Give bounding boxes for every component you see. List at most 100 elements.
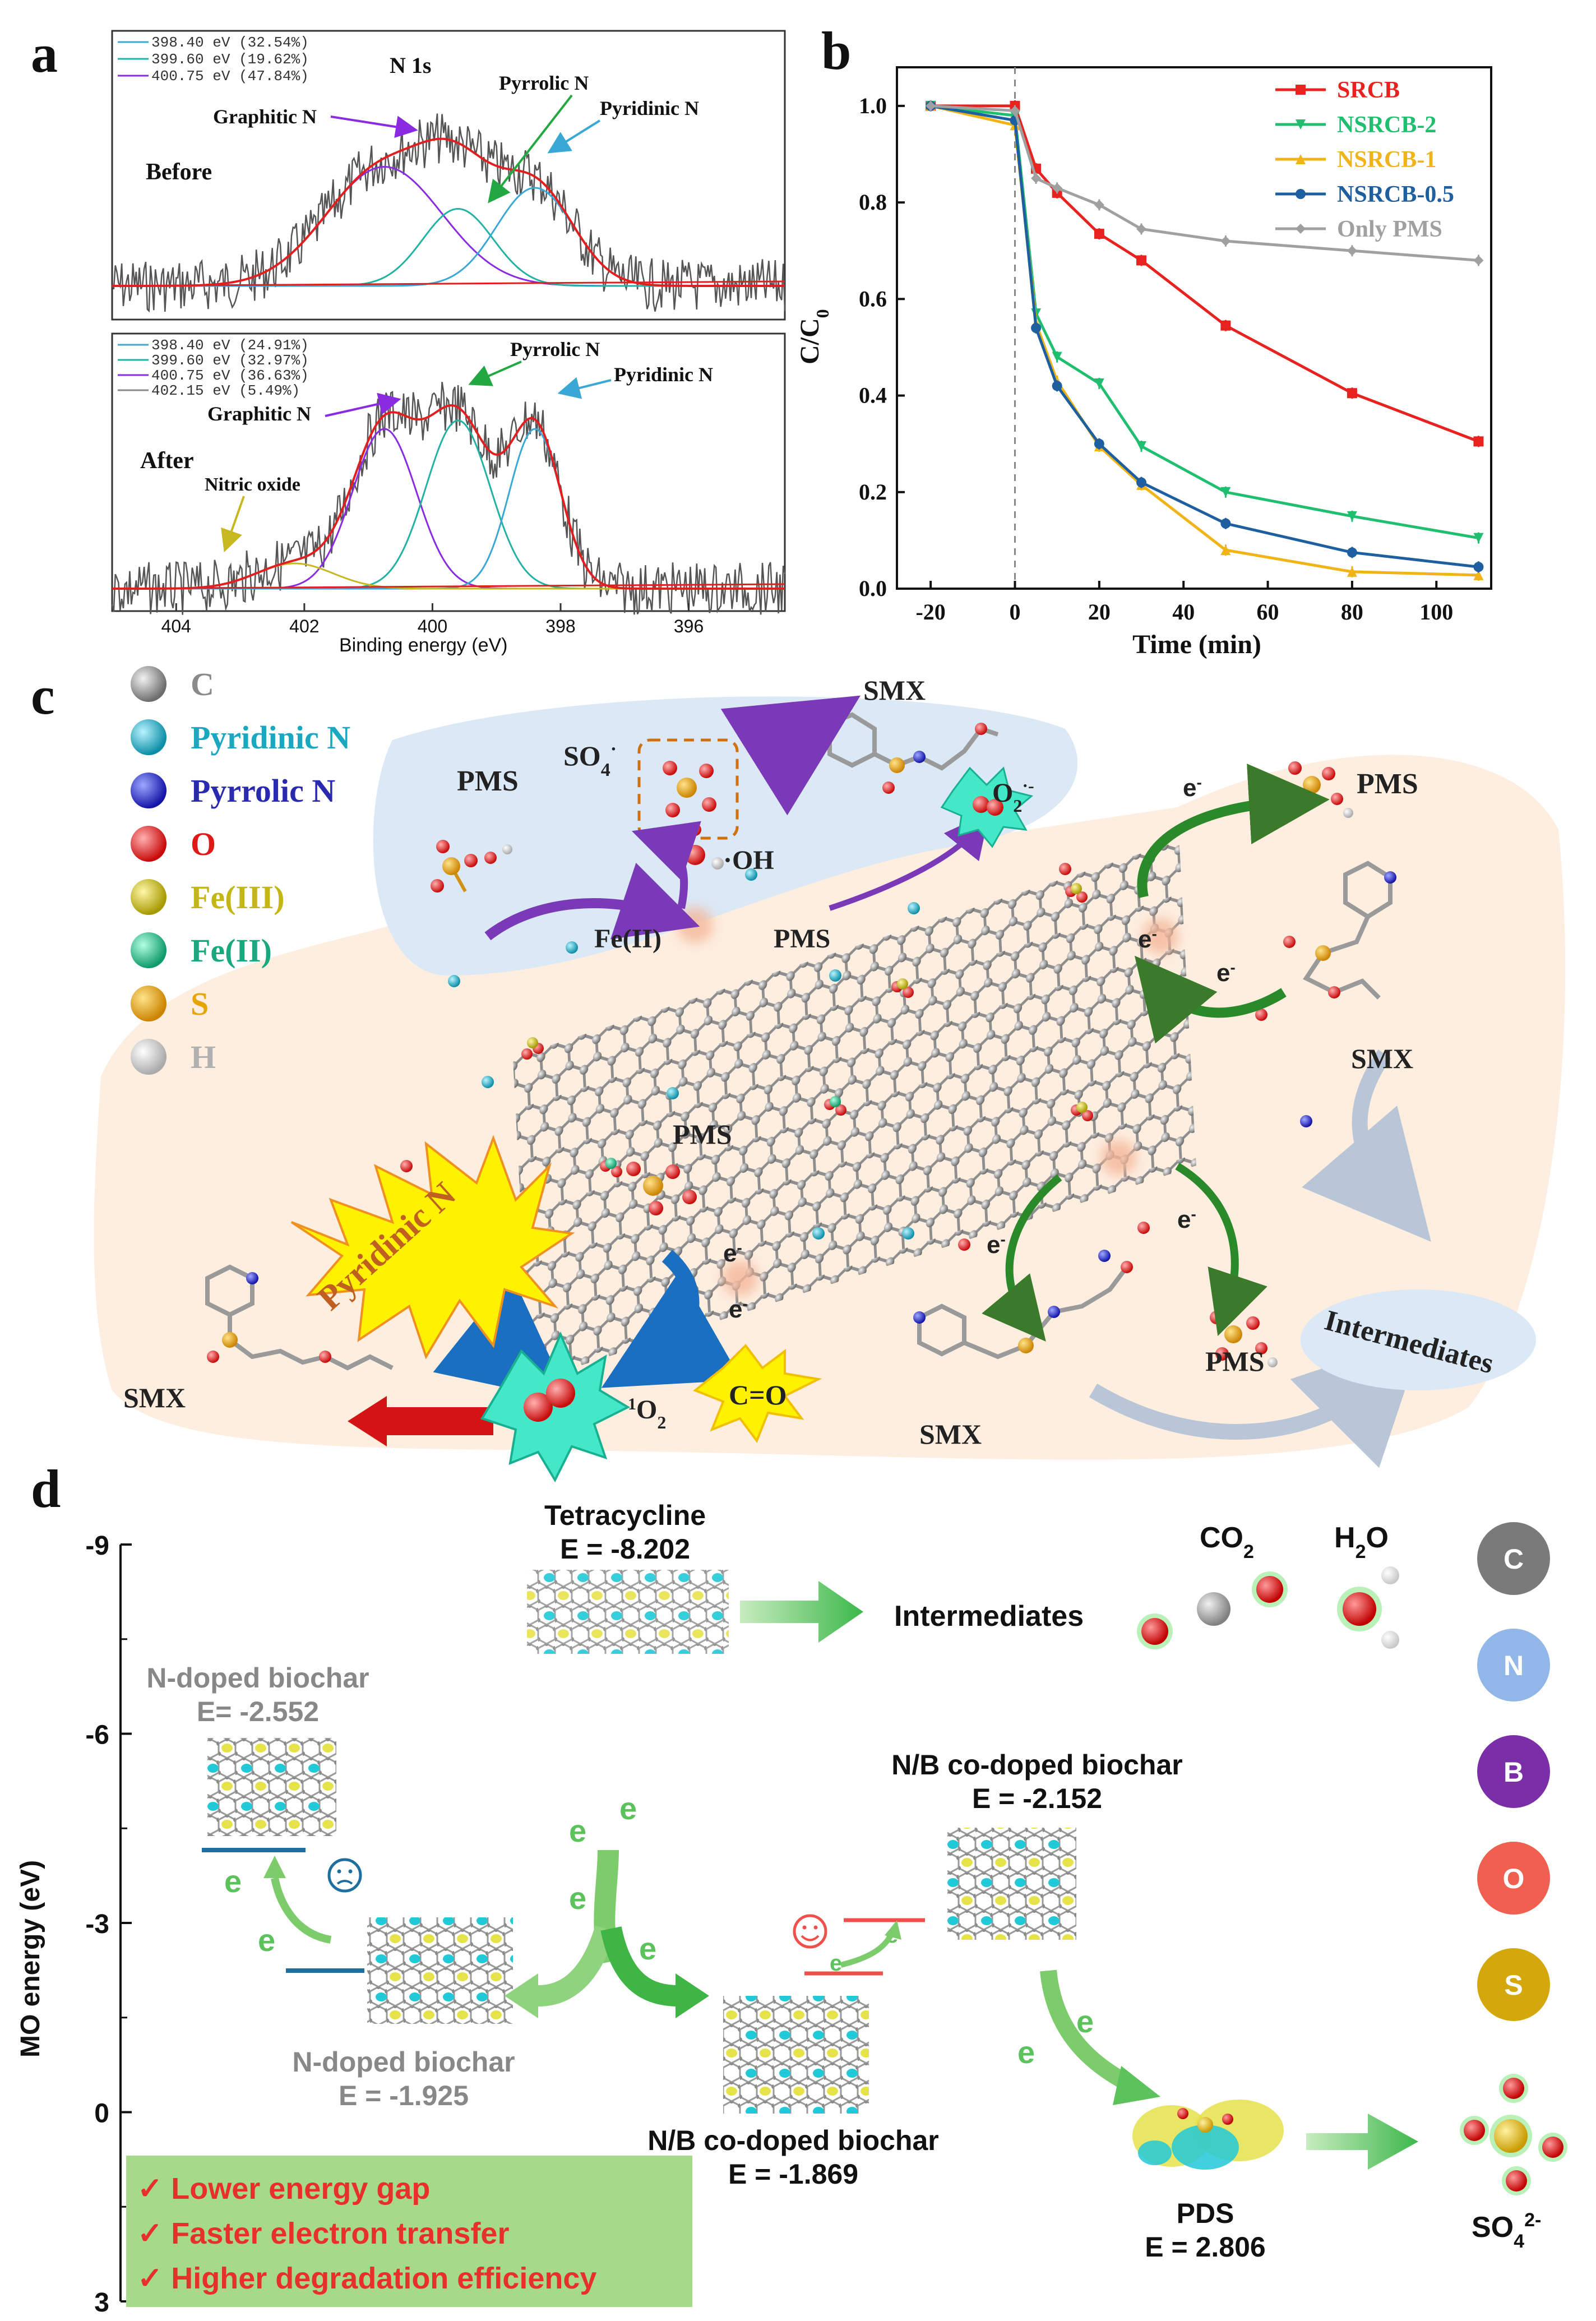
degradation-axes: -20 0 20 40 60 80 100 0.0 0.2 0.4 0.6 0.8 1.0 <box>859 66 1492 625</box>
x-tick-label: 60 <box>1257 599 1279 625</box>
legend-atom-label: Pyridinic N <box>191 719 350 756</box>
nb-doped-bottom-orbital <box>723 1996 869 2114</box>
xps-before-frame <box>111 30 786 321</box>
y-tick-label: 3 <box>94 2288 109 2318</box>
benefit-item: ✓ Lower energy gap <box>137 2172 430 2206</box>
element-label: S <box>1504 1969 1523 2001</box>
so4-label-d: SO42- <box>1472 2209 1541 2252</box>
smx-label-bottom: SMX <box>919 1418 982 1450</box>
electron-label: e <box>830 1951 842 1976</box>
xps-x-label: Binding energy (eV) <box>339 635 508 656</box>
electron-label: e <box>258 1922 275 1958</box>
o2-generation-arrow <box>829 812 990 911</box>
pds-orbital-image <box>1132 2100 1284 2170</box>
element-label: B <box>1504 1756 1524 1788</box>
mo-energy-diagram: -9 -6 -3 0 3 MO energy (eV) Tetracycline E =… <box>16 1500 1567 2318</box>
envelope-fit <box>112 137 785 287</box>
legend-item: 399.60 eV (19.62%) <box>151 51 309 68</box>
legend-atom-label: Fe(II) <box>191 932 272 969</box>
so4-attack-arrow <box>720 695 861 816</box>
h2o-label: H2O <box>1334 1522 1389 1562</box>
data-point <box>1220 518 1231 529</box>
pds-name: PDS <box>1177 2198 1234 2229</box>
pms-label-right: PMS <box>1357 768 1418 800</box>
annot-graphitic-n: Graphitic N <box>213 105 317 128</box>
data-point <box>1136 224 1147 234</box>
xps-before-legend: 398.40 eV (32.54%) 399.60 eV (19.62%) 40… <box>118 34 309 85</box>
x-tick-label: 40 <box>1172 599 1195 625</box>
data-point <box>1473 533 1484 543</box>
co2-label: CO2 <box>1200 1522 1254 1562</box>
data-point <box>1136 441 1147 451</box>
branch-left-arrow <box>538 1925 616 2006</box>
legend-atom-label: Pyrrolic N <box>191 773 335 809</box>
y-tick-label: -3 <box>85 1909 109 1939</box>
legend-atom-ball <box>131 773 166 808</box>
legend-atom-ball <box>131 986 166 1021</box>
data-point <box>1031 323 1042 333</box>
smx-label-top: SMX <box>863 674 926 706</box>
branch-right-arrow <box>600 1926 679 2006</box>
to-intermediates-arrow <box>740 1581 863 1643</box>
annot-nitric-oxide: Nitric oxide <box>205 474 300 495</box>
plot-frame <box>896 66 1492 590</box>
x-tick-label: 398 <box>545 616 575 636</box>
degradation-series <box>926 100 1484 581</box>
annot-graphitic-n-after: Graphitic N <box>207 403 311 425</box>
data-point <box>1220 236 1231 246</box>
legend-atom-label: S <box>191 986 209 1022</box>
xps-after-plot <box>111 382 786 615</box>
singlet-o2-starburst <box>480 1331 631 1483</box>
tetracycline-energy: E = -8.202 <box>560 1533 690 1565</box>
data-point <box>1220 487 1231 497</box>
benefit-item: ✓ Faster electron transfer <box>137 2217 509 2250</box>
pms-molecule-center <box>626 1162 697 1215</box>
x-tick-label: 80 <box>1341 599 1363 625</box>
legend-item: 400.75 eV (47.84%) <box>151 68 309 85</box>
so4-activation-arrow <box>631 821 701 909</box>
panel-c-label: c <box>31 665 55 725</box>
data-point <box>1347 566 1357 577</box>
legend-item: 400.75 eV (36.63%) <box>151 367 309 384</box>
baseline <box>112 583 785 590</box>
electron-label: e <box>639 1931 656 1966</box>
atom-legend: C Pyridinic N Pyrrolic N O Fe(III) Fe(II) SH <box>131 666 350 1075</box>
data-point <box>1473 436 1484 447</box>
y-tick-label: 0.0 <box>859 576 887 601</box>
legend-atom-ball <box>131 932 166 968</box>
pyridinic-n-starburst <box>290 1135 575 1360</box>
mo-energy-axis: -9 -6 -3 0 3 <box>85 1531 132 2318</box>
legend-label: SRCB <box>1337 77 1400 103</box>
happy-face-icon <box>793 1914 827 1949</box>
legend-atom-label: Fe(III) <box>191 879 285 916</box>
co2-molecule <box>1137 1571 1288 1649</box>
smx-molecule-bottom-left <box>205 1264 394 1371</box>
element-circle <box>1477 1629 1550 1702</box>
nb-excitation-arrow <box>840 1932 894 1968</box>
pms-molecule-left <box>431 840 512 893</box>
legend-label: NSRCB-2 <box>1337 112 1436 138</box>
n-doped-bottom-name: N-doped biochar <box>292 2046 515 2078</box>
to-so4-arrow <box>1306 2114 1418 2170</box>
data-point <box>1136 255 1147 266</box>
smx-molecule-right <box>1283 861 1396 1000</box>
degradation-legend: SRCB NSRCB-2 NSRCB-1 NSRCB-0.5 Only PMS <box>1275 77 1454 242</box>
x-tick-label: 100 <box>1419 599 1453 625</box>
annot-pyridinic-n-after: Pyridinic N <box>614 363 713 386</box>
x-tick-label: 400 <box>418 616 447 636</box>
pms-label-center: PMS <box>774 924 830 954</box>
to-pds-arrow <box>1040 1969 1136 2093</box>
xps-before-plot <box>111 113 786 313</box>
to-intermediates-arrow-2 <box>1089 1334 1424 1468</box>
electron-label: e <box>569 1813 586 1848</box>
pds-energy: E = 2.806 <box>1145 2231 1265 2263</box>
benefit-item: ✓ Higher degradation efficiency <box>137 2262 596 2295</box>
data-point <box>1347 511 1357 521</box>
raw-spectrum <box>111 113 786 313</box>
legend-atom-label: O <box>191 826 216 862</box>
legend-marker <box>1296 85 1306 95</box>
pms-label: PMS <box>457 765 519 797</box>
x-tick-label: -20 <box>915 599 945 625</box>
intermediates-ellipse <box>1301 1289 1536 1390</box>
so4-molecule <box>1460 2074 1567 2195</box>
